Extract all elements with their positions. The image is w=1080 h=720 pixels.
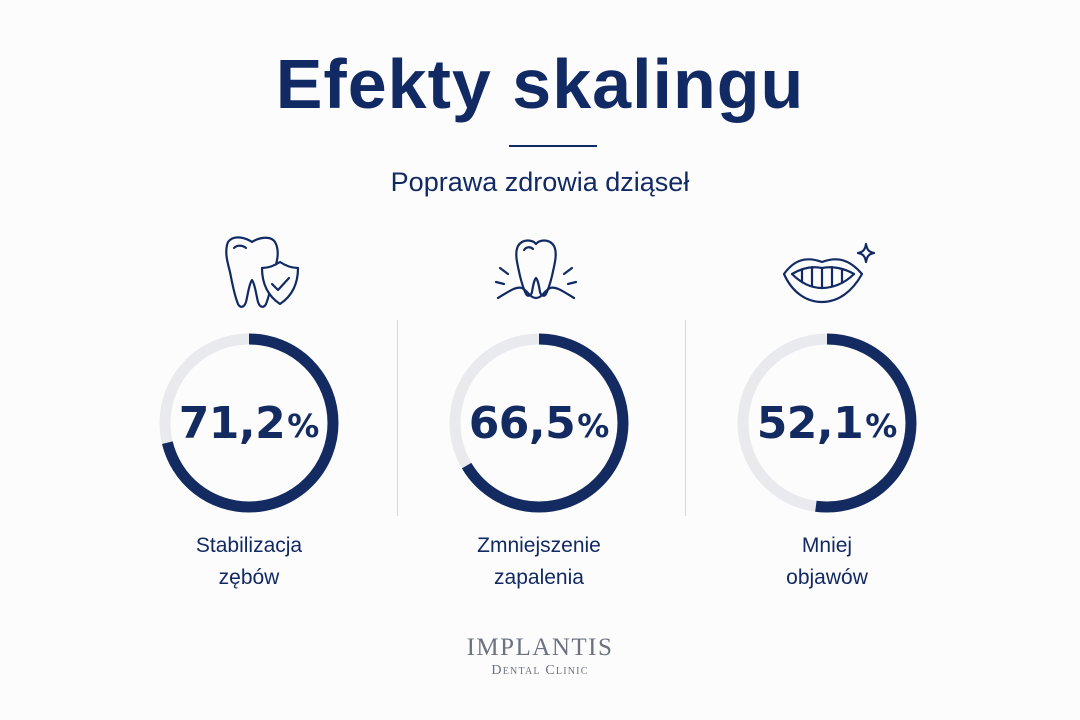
- smile-sparkle-icon: [778, 238, 878, 308]
- label-line: zębów: [218, 566, 280, 589]
- page-subtitle: Poprawa zdrowia dziąseł: [390, 167, 690, 197]
- donut-value-number: 71,2: [178, 397, 286, 449]
- label-line: zapalenia: [494, 566, 584, 589]
- title-underline: [509, 145, 597, 147]
- label-line: Zmniejszenie: [477, 534, 601, 557]
- tooth-inflamed-gum-icon: [488, 236, 584, 306]
- donut-zmniejszenie-zapalenia: 66,5%: [447, 331, 631, 515]
- clinic-logo: IMPLANTIS Dental Clinic: [0, 634, 1080, 680]
- donut-value-number: 52,1: [756, 397, 864, 449]
- donut-mniej-objawow: 52,1%: [735, 331, 919, 515]
- label-line: Stabilizacja: [195, 534, 303, 557]
- donut-stabilizacja: 71,2%: [157, 331, 341, 515]
- donut-label-stabilizacja: Stabilizacja zębów: [129, 530, 369, 594]
- donut-arc: [159, 333, 339, 513]
- donut-label-mniej-objawow: Mniej objawów: [707, 530, 947, 594]
- donut-arc: [449, 333, 629, 513]
- column-divider-left: [397, 320, 398, 516]
- label-line: Mniej: [801, 534, 853, 557]
- logo-tagline: Dental Clinic: [491, 663, 589, 678]
- logo-name: IMPLANTIS: [466, 634, 614, 661]
- column-divider-right: [685, 320, 686, 516]
- label-line: objawów: [786, 566, 868, 589]
- donut-arc: [737, 333, 917, 513]
- tooth-shield-check-icon: [216, 232, 306, 312]
- donut-value: 66,5%: [447, 331, 631, 515]
- donut-label-zmniejszenie: Zmniejszenie zapalenia: [419, 530, 659, 594]
- donut-value-unit: %: [287, 407, 320, 445]
- donut-value-unit: %: [577, 407, 610, 445]
- page-title: Efekty skalingu: [275, 45, 805, 123]
- donut-value: 52,1%: [735, 331, 919, 515]
- donut-value-unit: %: [865, 407, 898, 445]
- donut-value: 71,2%: [157, 331, 341, 515]
- donut-value-number: 66,5: [468, 397, 576, 449]
